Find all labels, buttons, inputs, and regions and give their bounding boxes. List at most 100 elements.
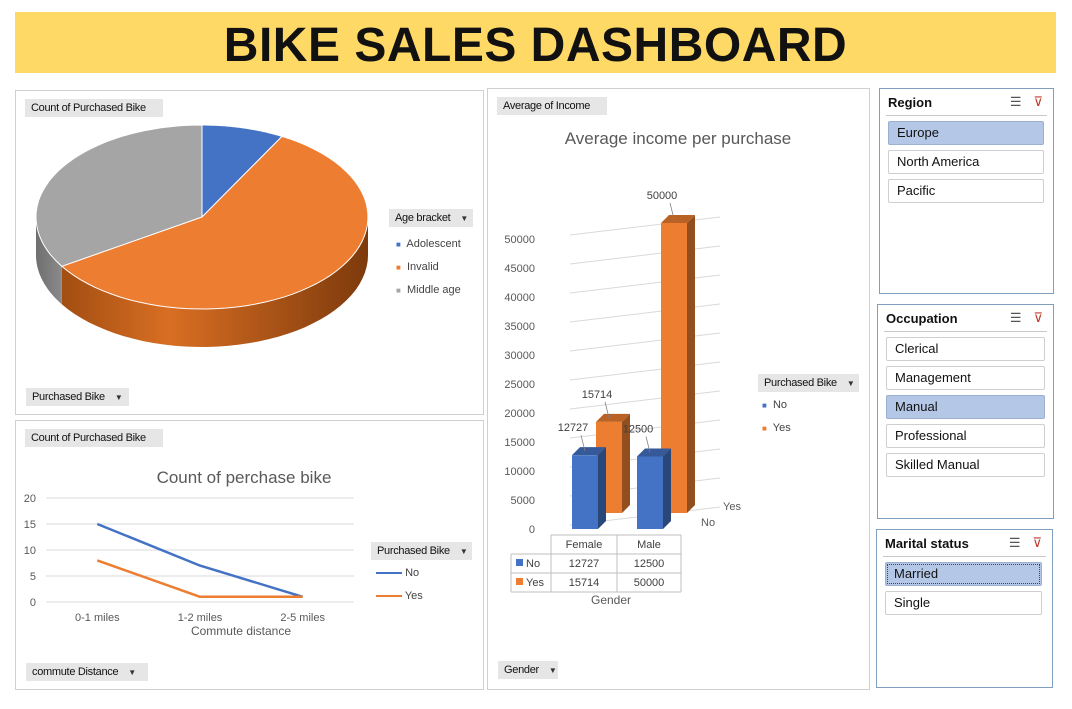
bar-top bbox=[572, 447, 606, 456]
slicer-toolbar: ☰ ⊽ bbox=[998, 310, 1043, 326]
occupation-item-manual[interactable]: Manual bbox=[886, 395, 1045, 419]
marital-item-single[interactable]: Single bbox=[885, 591, 1042, 615]
bar-y-tick-label: 10000 bbox=[504, 466, 535, 478]
bar-data-label: 12500 bbox=[623, 424, 654, 436]
pie-value-field-button[interactable]: Count of Purchased Bike bbox=[25, 99, 163, 117]
dropdown-arrow-icon: ▼ bbox=[548, 666, 557, 675]
bar-legend-field-button[interactable]: Purchased Bike ▼ bbox=[758, 374, 859, 392]
slicer-divider bbox=[883, 556, 1046, 557]
bar-top bbox=[637, 448, 671, 457]
dropdown-arrow-icon: ▼ bbox=[846, 379, 855, 388]
slicer-divider bbox=[884, 331, 1047, 332]
bar-legend-item: ■ No bbox=[762, 394, 791, 417]
occupation-slicer[interactable]: Occupation ☰ ⊽ Clerical Management Manual… bbox=[877, 304, 1054, 519]
bar-gridline bbox=[569, 245, 721, 265]
bar-data-label: 12727 bbox=[558, 422, 589, 434]
pie-legend-field-button[interactable]: Age bracket ▼ bbox=[389, 209, 473, 227]
bar-gridline bbox=[569, 274, 721, 294]
line-value-field-label: Count of Purchased Bike bbox=[31, 432, 146, 444]
data-table-cell: 12500 bbox=[634, 558, 665, 570]
line-legend-title: Purchased Bike bbox=[377, 545, 450, 557]
data-table-header: Female bbox=[566, 539, 603, 551]
line-legend-item: Yes bbox=[376, 585, 423, 608]
data-table-cell: 12727 bbox=[569, 558, 600, 570]
occupation-item-skilled-manual[interactable]: Skilled Manual bbox=[886, 453, 1045, 477]
region-slicer-title: Region bbox=[888, 95, 933, 110]
bar-y-tick-label: 30000 bbox=[504, 350, 535, 362]
bar-y-tick-label: 5000 bbox=[511, 495, 535, 507]
line-series-yes bbox=[96, 559, 303, 599]
pie-chart-panel[interactable]: Count of Purchased Bike Age bracket ▼ ■ A… bbox=[15, 90, 484, 415]
bar bbox=[572, 455, 598, 529]
bar-side bbox=[663, 448, 671, 529]
multi-select-icon[interactable]: ☰ bbox=[1009, 94, 1022, 109]
line-chart-title: Count of perchase bike bbox=[157, 468, 332, 487]
bar-leader-line bbox=[580, 435, 586, 452]
bar-gridline bbox=[569, 216, 721, 236]
pie-filter-field-button[interactable]: Purchased Bike ▼ bbox=[26, 388, 129, 406]
line-x-axis-title: Commute distance bbox=[191, 624, 291, 638]
clear-filter-icon[interactable]: ⊽ bbox=[1032, 535, 1042, 550]
legend-marker-icon: ■ bbox=[396, 263, 401, 272]
bar bbox=[637, 456, 663, 529]
line-value-field-button[interactable]: Count of Purchased Bike bbox=[25, 429, 163, 447]
bar-y-tick-label: 40000 bbox=[504, 292, 535, 304]
line-chart-panel[interactable]: Count of Purchased Bike Count of perchas… bbox=[15, 420, 484, 690]
region-item-pacific[interactable]: Pacific bbox=[888, 179, 1044, 203]
bar-value-field-button[interactable]: Average of Income bbox=[497, 97, 607, 115]
line-axis-field-button[interactable]: commute Distance ▼ bbox=[26, 663, 148, 681]
bar-leader-line bbox=[645, 436, 651, 453]
pie-value-field-label: Count of Purchased Bike bbox=[31, 102, 146, 114]
dropdown-arrow-icon: ▼ bbox=[460, 214, 469, 223]
bar-depth-label: Yes bbox=[723, 501, 741, 513]
region-slicer[interactable]: Region ☰ ⊽ Europe North America Pacific bbox=[879, 88, 1054, 294]
bar-x-axis-title: Gender bbox=[591, 593, 631, 607]
pie-legend-item: ■ Adolescent bbox=[396, 233, 461, 256]
multi-select-icon[interactable]: ☰ bbox=[1008, 535, 1021, 550]
data-table-cell: 15714 bbox=[569, 577, 600, 589]
occupation-item-management[interactable]: Management bbox=[886, 366, 1045, 390]
marital-status-slicer[interactable]: Marital status ☰ ⊽ Married Single bbox=[876, 529, 1053, 688]
line-axis-field-label: commute Distance bbox=[32, 666, 119, 678]
clear-filter-icon[interactable]: ⊽ bbox=[1033, 310, 1043, 325]
occupation-item-clerical[interactable]: Clerical bbox=[886, 337, 1045, 361]
dropdown-arrow-icon: ▼ bbox=[459, 547, 468, 556]
dropdown-arrow-icon: ▼ bbox=[114, 393, 123, 402]
bar-chart: Average income per purchase 0 5000 10000 15… bbox=[504, 129, 791, 607]
bar-y-tick-label: 15000 bbox=[504, 437, 535, 449]
region-item-north-america[interactable]: North America bbox=[888, 150, 1044, 174]
bar-legend: ■ No ■ Yes bbox=[762, 394, 791, 440]
bar-chart-panel[interactable]: Average of Income Average income per pur… bbox=[487, 88, 870, 690]
bar-y-tick-label: 25000 bbox=[504, 379, 535, 391]
line-y-tick-label: 0 bbox=[30, 597, 36, 609]
bar-data-label: 50000 bbox=[647, 190, 678, 202]
bar-data-label: 15714 bbox=[582, 389, 613, 401]
bar-legend-label: Yes bbox=[772, 422, 791, 434]
occupation-item-professional[interactable]: Professional bbox=[886, 424, 1045, 448]
data-table-series-label: Yes bbox=[526, 577, 544, 589]
line-legend-field-button[interactable]: Purchased Bike ▼ bbox=[371, 542, 472, 560]
region-item-europe[interactable]: Europe bbox=[888, 121, 1044, 145]
legend-marker-icon: ■ bbox=[762, 424, 767, 433]
marital-slicer-title: Marital status bbox=[885, 536, 969, 551]
data-table-legend-key bbox=[516, 578, 523, 585]
bar-axis-field-button[interactable]: Gender ▼ bbox=[498, 661, 558, 679]
legend-line-icon bbox=[376, 595, 402, 598]
marital-item-married[interactable]: Married bbox=[885, 562, 1042, 586]
occupation-slicer-title: Occupation bbox=[886, 311, 958, 326]
line-y-tick-label: 15 bbox=[24, 519, 36, 531]
data-table-legend-key bbox=[516, 559, 523, 566]
pie-legend-item: ■ Middle age bbox=[396, 279, 461, 302]
line-legend-label: No bbox=[405, 567, 420, 579]
multi-select-icon[interactable]: ☰ bbox=[1009, 310, 1022, 325]
pie-slice-side bbox=[61, 217, 369, 347]
slicer-divider bbox=[886, 115, 1047, 116]
pie-legend-label: Adolescent bbox=[406, 238, 461, 250]
pie-legend: ■ Adolescent ■ Invalid ■ Middle age bbox=[396, 233, 461, 302]
legend-marker-icon: ■ bbox=[396, 240, 401, 249]
line-x-tick-label: 1-2 miles bbox=[178, 612, 223, 624]
pie-legend-label: Invalid bbox=[406, 261, 439, 273]
clear-filter-icon[interactable]: ⊽ bbox=[1033, 94, 1043, 109]
data-table-cell: 50000 bbox=[634, 577, 665, 589]
pie-legend-title: Age bracket bbox=[395, 212, 451, 224]
